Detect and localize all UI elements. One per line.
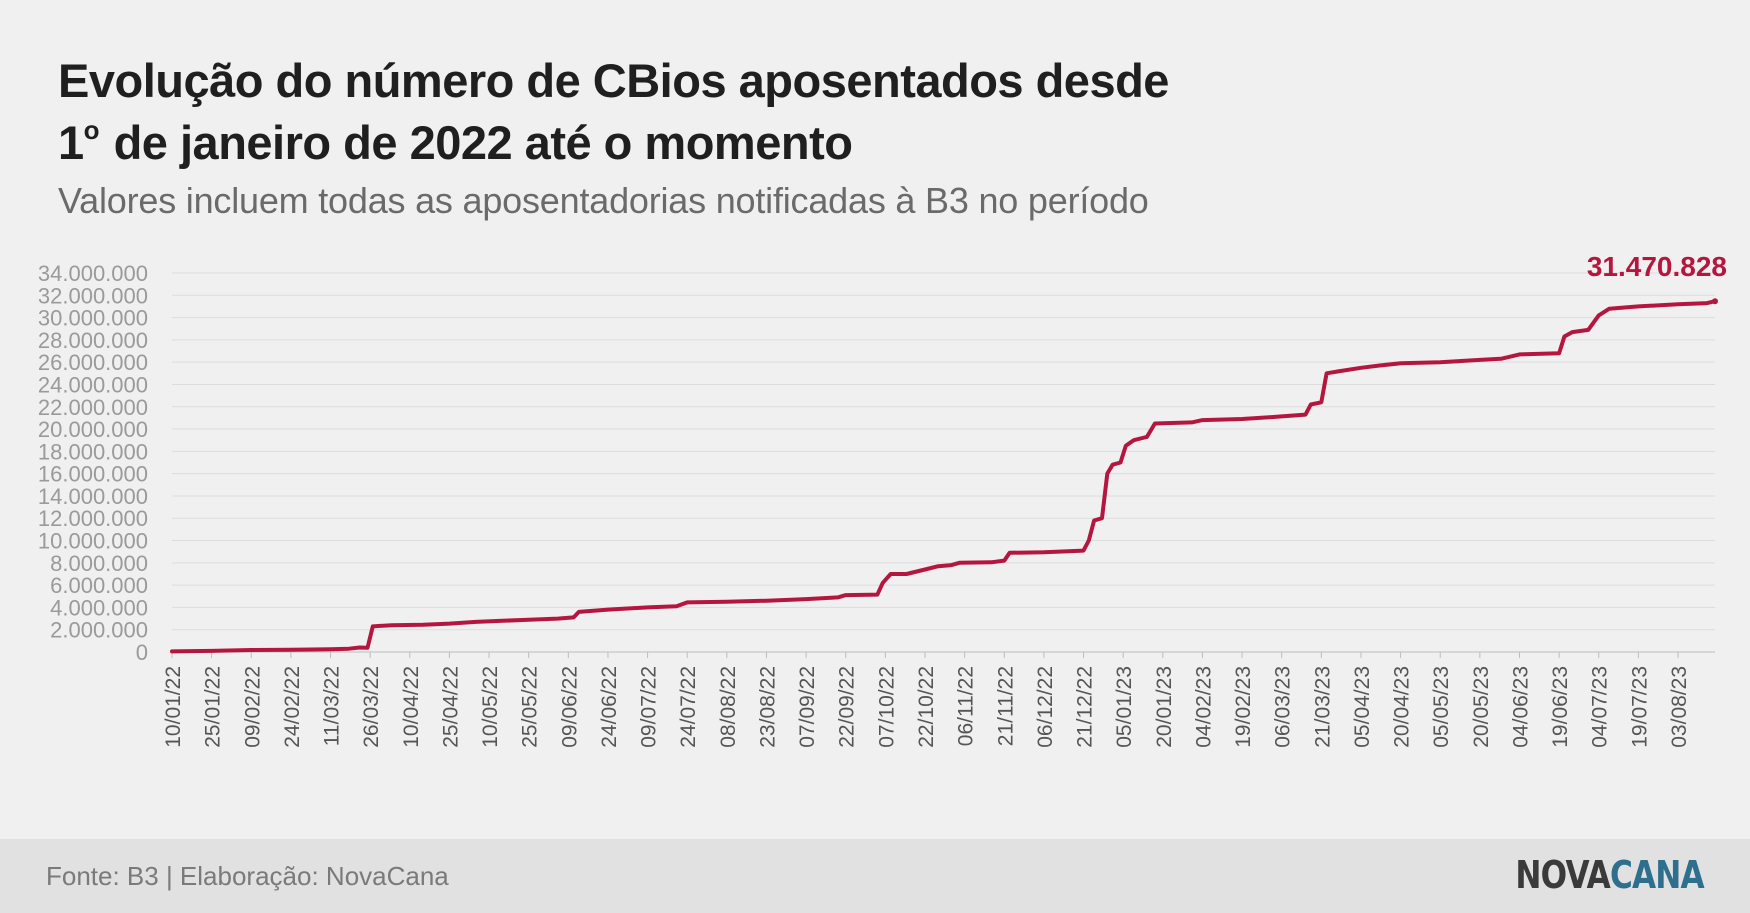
x-tick-label: 20/04/23 xyxy=(1391,666,1414,748)
x-tick-label: 23/08/22 xyxy=(756,666,779,748)
x-tick-label: 25/01/22 xyxy=(202,666,225,748)
y-axis-ticks: 02.000.0004.000.0006.000.0008.000.00010.… xyxy=(38,261,148,665)
x-tick-label: 08/08/22 xyxy=(717,666,740,748)
y-tick-label: 32.000.000 xyxy=(38,283,148,308)
x-tick-label: 21/03/23 xyxy=(1311,666,1334,748)
y-tick-label: 20.000.000 xyxy=(38,417,148,442)
logo-part-nova: NOVA xyxy=(1515,853,1611,897)
x-tick-label: 05/05/23 xyxy=(1430,666,1453,748)
y-tick-label: 4.000.000 xyxy=(50,595,148,620)
y-tick-label: 34.000.000 xyxy=(38,261,148,286)
y-tick-label: 16.000.000 xyxy=(38,462,148,487)
novacana-logo: NOVACANA xyxy=(1515,853,1705,897)
title-ordinal-number: 1 xyxy=(58,116,84,169)
x-tick-label: 25/05/22 xyxy=(519,666,542,748)
y-tick-label: 0 xyxy=(136,640,148,665)
x-tick-label: 04/02/23 xyxy=(1192,666,1215,748)
end-point-marker xyxy=(1712,298,1718,305)
x-tick-label: 26/03/22 xyxy=(360,666,383,748)
title-line-2-text: de janeiro de 2022 até o momento xyxy=(101,116,853,169)
y-tick-label: 12.000.000 xyxy=(38,506,148,531)
x-tick-label: 21/11/22 xyxy=(994,666,1017,746)
y-tick-label: 10.000.000 xyxy=(38,529,148,554)
x-tick-label: 07/10/22 xyxy=(875,666,898,748)
end-value-label: 31.470.828 xyxy=(1587,251,1727,282)
y-tick-label: 22.000.000 xyxy=(38,395,148,420)
x-tick-label: 09/06/22 xyxy=(558,666,581,748)
x-tick-label: 05/04/23 xyxy=(1351,666,1374,748)
x-tick-label: 24/06/22 xyxy=(598,666,621,748)
x-tick-label: 10/05/22 xyxy=(479,666,502,748)
x-tick-label: 09/02/22 xyxy=(241,666,264,748)
x-tick-label: 10/04/22 xyxy=(400,666,423,748)
x-axis-ticks: 10/01/22 25/01/22 09/02/22 24/02/22 11/03/22… xyxy=(162,652,1691,748)
x-tick-label: 06/03/23 xyxy=(1272,666,1295,748)
series-line xyxy=(170,299,1717,654)
title-line-2: 1o de janeiro de 2022 até o momento xyxy=(58,112,1358,174)
y-tick-label: 6.000.000 xyxy=(50,573,148,598)
y-tick-label: 2.000.000 xyxy=(50,618,148,643)
x-tick-label: 22/10/22 xyxy=(915,666,938,748)
footer-bar: Fonte: B3 | Elaboração: NovaCana NOVACAN… xyxy=(0,839,1750,913)
x-tick-label: 10/01/22 xyxy=(162,666,185,748)
title-ordinal-suffix: o xyxy=(83,115,100,145)
y-tick-label: 28.000.000 xyxy=(38,328,148,353)
y-tick-label: 30.000.000 xyxy=(38,306,148,331)
x-tick-label: 21/12/22 xyxy=(1074,666,1097,748)
x-tick-label: 22/09/22 xyxy=(836,666,859,748)
x-tick-label: 20/05/23 xyxy=(1470,666,1493,748)
x-tick-label: 19/06/23 xyxy=(1549,666,1572,748)
x-tick-label: 09/07/22 xyxy=(638,666,661,748)
logo-part-cana: CANA xyxy=(1610,853,1705,897)
x-tick-label: 06/12/22 xyxy=(1034,666,1057,748)
x-tick-label: 07/09/22 xyxy=(796,666,819,748)
x-tick-label: 19/02/23 xyxy=(1232,666,1255,748)
line-chart: 02.000.0004.000.0006.000.0008.000.00010.… xyxy=(38,251,1727,748)
x-tick-label: 04/06/23 xyxy=(1509,666,1532,748)
title-line-1: Evolução do número de CBios aposentados … xyxy=(58,54,1169,107)
y-tick-label: 14.000.000 xyxy=(38,484,148,509)
x-tick-label: 24/02/22 xyxy=(281,666,304,748)
y-tick-label: 8.000.000 xyxy=(50,551,148,576)
x-tick-label: 03/08/23 xyxy=(1668,666,1691,748)
x-tick-label: 11/03/22 xyxy=(321,666,344,746)
x-tick-label: 06/11/22 xyxy=(955,666,978,746)
x-tick-label: 25/04/22 xyxy=(439,666,462,748)
y-tick-label: 26.000.000 xyxy=(38,350,148,375)
chart-subtitle: Valores incluem todas as aposentadorias … xyxy=(58,180,1149,221)
y-tick-label: 18.000.000 xyxy=(38,439,148,464)
source-credit: Fonte: B3 | Elaboração: NovaCana xyxy=(46,861,449,891)
y-tick-label: 24.000.000 xyxy=(38,372,148,397)
x-tick-label: 19/07/23 xyxy=(1628,666,1651,748)
grid-lines xyxy=(172,272,1715,653)
x-tick-label: 24/07/22 xyxy=(677,666,700,748)
x-tick-label: 05/01/23 xyxy=(1113,666,1136,748)
chart-title: Evolução do número de CBios aposentados … xyxy=(58,50,1358,174)
x-tick-label: 20/01/23 xyxy=(1153,666,1176,748)
x-tick-label: 04/07/23 xyxy=(1589,666,1612,748)
